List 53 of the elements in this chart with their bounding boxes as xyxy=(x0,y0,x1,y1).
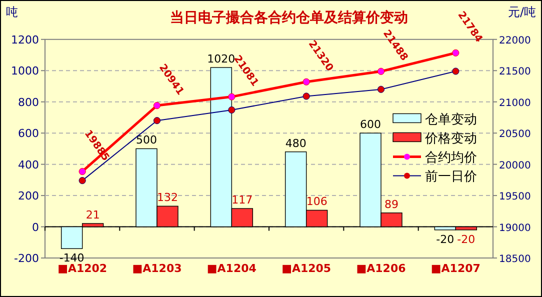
data-label: 89 xyxy=(384,198,398,211)
x-tick-label: ■A1205 xyxy=(282,262,332,275)
y-tick-label: 600 xyxy=(18,127,39,140)
y-tick-label: 1000 xyxy=(11,64,39,78)
point xyxy=(377,68,385,75)
point xyxy=(153,117,161,124)
data-label: 600 xyxy=(360,118,381,132)
chart-title: 当日电子撮合各合约仓单及结算价变动 xyxy=(170,9,408,26)
x-tick-label: ■A1207 xyxy=(430,262,480,275)
y2-tick-label: 20500 xyxy=(499,129,531,140)
data-label: 480 xyxy=(285,136,306,150)
y-tick-label: -200 xyxy=(14,252,39,265)
point xyxy=(153,102,161,110)
y2-axis-title: 元/吨 xyxy=(508,5,536,19)
legend-label: 合约均价 xyxy=(425,150,477,166)
point xyxy=(302,92,310,100)
legend-label: 前一日价 xyxy=(425,170,477,185)
y-tick-label: 1200 xyxy=(11,33,39,46)
data-label: 500 xyxy=(136,134,157,147)
data-label: 21 xyxy=(86,208,100,222)
data-label: 117 xyxy=(232,194,253,207)
y2-tick-label: 18500 xyxy=(499,254,531,265)
y2-tick-label: 21500 xyxy=(499,66,531,78)
data-label: -20 xyxy=(457,232,476,246)
x-tick-label: ■A1204 xyxy=(206,262,257,275)
legend-label: 仓单变动 xyxy=(425,112,477,128)
data-label: 106 xyxy=(306,195,328,208)
point xyxy=(452,49,460,56)
point xyxy=(78,168,86,176)
y2-tick-label: 22000 xyxy=(499,35,531,46)
point xyxy=(302,78,310,86)
y2-tick-label: 21000 xyxy=(499,98,531,109)
y2-tick-label: 19500 xyxy=(499,192,531,203)
y-tick-label: 800 xyxy=(18,96,39,109)
data-label: 132 xyxy=(157,191,178,204)
data-label: -20 xyxy=(436,232,454,246)
point xyxy=(228,93,236,100)
y-tick-label: 200 xyxy=(18,190,39,203)
y2-tick-label: 20000 xyxy=(499,160,531,172)
point xyxy=(452,68,460,75)
legend-label: 价格变动 xyxy=(424,132,477,147)
point xyxy=(78,177,86,184)
y-tick-label: 400 xyxy=(18,158,39,172)
data-label: -140 xyxy=(59,252,84,265)
y-axis-title: 吨 xyxy=(6,5,18,19)
x-tick-label: ■A1202 xyxy=(58,262,108,275)
point xyxy=(228,106,236,114)
x-tick-label: ■A1203 xyxy=(132,262,182,275)
x-tick-label: ■A1206 xyxy=(356,262,406,275)
point xyxy=(377,86,385,93)
y2-tick-label: 19000 xyxy=(499,222,531,234)
data-label: 1020 xyxy=(207,52,236,66)
y-tick-label: 0 xyxy=(32,220,39,234)
